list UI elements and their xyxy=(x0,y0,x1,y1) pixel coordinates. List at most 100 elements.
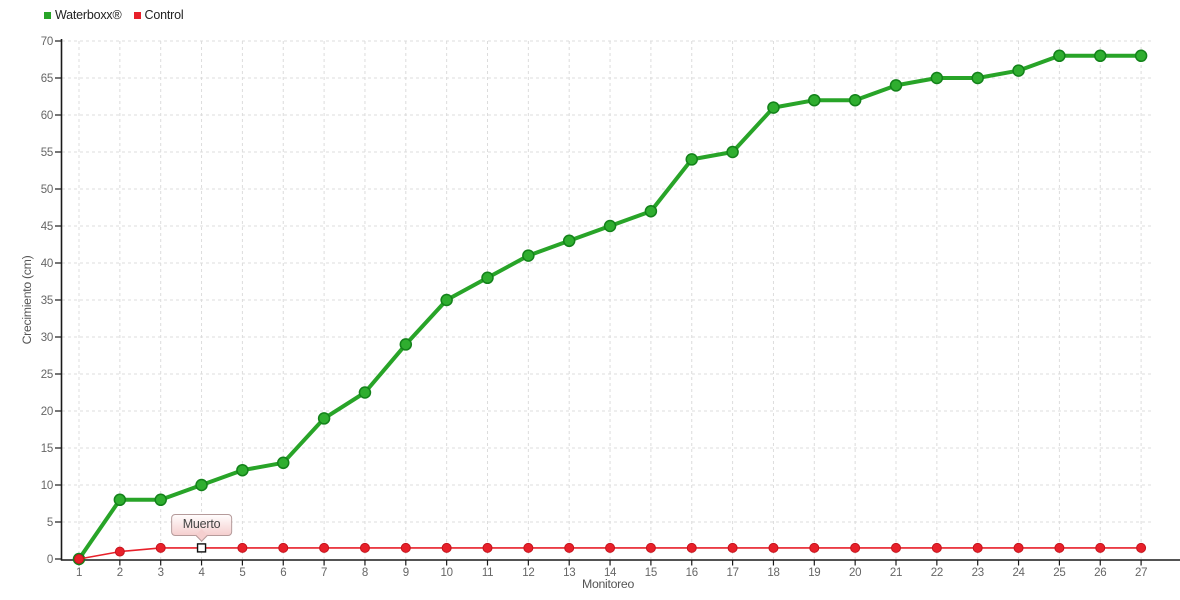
muerto-tooltip: Muerto xyxy=(170,514,233,536)
control-point-5[interactable] xyxy=(237,542,248,553)
y-tick-label-5: 5 xyxy=(47,517,53,529)
waterboxx-point-24[interactable] xyxy=(1012,64,1025,77)
control-point-8[interactable] xyxy=(359,542,370,553)
y-tick-label-10: 10 xyxy=(41,480,53,492)
x-tick-label-22: 22 xyxy=(931,567,943,579)
control-point-2[interactable] xyxy=(114,546,125,557)
y-tick-label-50: 50 xyxy=(41,184,53,196)
control-point-1[interactable] xyxy=(74,554,84,564)
y-tick-label-35: 35 xyxy=(41,295,53,307)
waterboxx-point-26[interactable] xyxy=(1094,49,1107,63)
control-point-3[interactable] xyxy=(155,542,166,553)
control-point-12[interactable] xyxy=(523,542,534,553)
x-tick-label-16: 16 xyxy=(686,567,698,579)
y-tick-label-25: 25 xyxy=(41,369,53,381)
waterboxx-point-11[interactable] xyxy=(481,271,494,285)
waterboxx-point-14[interactable] xyxy=(603,219,617,233)
x-tick-label-27: 27 xyxy=(1135,567,1147,579)
waterboxx-point-27[interactable] xyxy=(1134,49,1148,63)
control-point-21[interactable] xyxy=(891,542,901,553)
x-tick-label-10: 10 xyxy=(441,567,453,579)
waterboxx-point-4[interactable] xyxy=(195,478,208,492)
waterboxx-point-7[interactable] xyxy=(317,412,331,425)
y-tick-label-30: 30 xyxy=(41,332,53,344)
x-tick-label-11: 11 xyxy=(482,567,493,579)
x-tick-label-26: 26 xyxy=(1094,567,1106,579)
waterboxx-point-16[interactable] xyxy=(685,153,698,166)
control-point-20[interactable] xyxy=(850,542,861,553)
tooltip-label: Muerto xyxy=(182,517,221,531)
waterboxx-point-23[interactable] xyxy=(971,71,984,85)
control-point-7[interactable] xyxy=(319,542,330,553)
control-point-24[interactable] xyxy=(1013,542,1024,553)
y-tick-label-70: 70 xyxy=(41,36,53,48)
control-point-11[interactable] xyxy=(482,542,493,553)
x-axis-title: Monitoreo xyxy=(582,577,634,591)
waterboxx-point-10[interactable] xyxy=(440,293,453,307)
waterboxx-point-8[interactable] xyxy=(358,386,372,399)
y-tick-label-55: 55 xyxy=(41,147,53,159)
control-point-26[interactable] xyxy=(1095,542,1106,553)
x-tick-label-4: 4 xyxy=(198,567,205,579)
y-axis-title: Crecimiento (cm) xyxy=(20,255,34,344)
control-point-10[interactable] xyxy=(441,542,452,553)
waterboxx-point-22[interactable] xyxy=(930,71,944,85)
x-tick-label-24: 24 xyxy=(1012,567,1025,579)
waterboxx-swatch-icon xyxy=(44,11,51,19)
waterboxx-point-2[interactable] xyxy=(113,493,127,507)
x-tick-label-9: 9 xyxy=(403,567,409,579)
control-point-18[interactable] xyxy=(768,542,779,553)
x-tick-label-14: 14 xyxy=(604,567,617,579)
waterboxx-point-3[interactable] xyxy=(154,493,167,507)
x-tick-label-5: 5 xyxy=(239,567,245,579)
control-point-22[interactable] xyxy=(931,542,942,553)
control-swatch-icon xyxy=(133,11,141,19)
x-tick-label-25: 25 xyxy=(1053,567,1065,579)
y-tick-label-40: 40 xyxy=(41,258,53,270)
y-tick-label-65: 65 xyxy=(41,73,53,85)
control-point-23[interactable] xyxy=(972,542,983,553)
x-tick-label-12: 12 xyxy=(522,567,534,579)
legend-item-control[interactable]: Control xyxy=(133,8,184,22)
x-tick-label-21: 21 xyxy=(890,567,902,579)
waterboxx-point-25[interactable] xyxy=(1053,49,1066,63)
x-tick-label-1: 1 xyxy=(76,567,82,579)
control-point-17[interactable] xyxy=(727,542,738,553)
x-tick-label-17: 17 xyxy=(726,567,738,579)
x-tick-label-19: 19 xyxy=(808,567,820,579)
control-point-25[interactable] xyxy=(1054,542,1065,553)
waterboxx-point-5[interactable] xyxy=(236,463,249,477)
waterboxx-point-13[interactable] xyxy=(562,234,576,248)
control-point-27[interactable] xyxy=(1136,542,1147,553)
waterboxx-point-6[interactable] xyxy=(277,456,290,470)
annotation-marker-4[interactable] xyxy=(196,543,207,553)
x-tick-label-15: 15 xyxy=(645,567,657,579)
waterboxx-point-20[interactable] xyxy=(848,93,862,107)
x-tick-label-3: 3 xyxy=(158,567,164,579)
y-tick-label-20: 20 xyxy=(41,406,53,418)
legend-item-waterboxx[interactable]: Waterboxx® xyxy=(44,8,122,22)
control-point-13[interactable] xyxy=(564,542,575,553)
waterboxx-point-18[interactable] xyxy=(767,101,780,114)
x-tick-label-2: 2 xyxy=(117,567,123,579)
control-point-9[interactable] xyxy=(400,542,411,553)
control-point-14[interactable] xyxy=(605,542,616,553)
waterboxx-point-21[interactable] xyxy=(889,79,903,92)
waterboxx-point-9[interactable] xyxy=(399,338,413,351)
x-tick-label-6: 6 xyxy=(280,567,286,579)
legend-label-waterboxx: Waterboxx® xyxy=(55,8,122,22)
waterboxx-point-17[interactable] xyxy=(726,145,739,159)
control-point-16[interactable] xyxy=(686,542,697,553)
waterboxx-point-15[interactable] xyxy=(644,204,658,218)
chart-legend: Waterboxx® Control xyxy=(44,8,184,22)
control-point-6[interactable] xyxy=(278,542,289,553)
waterboxx-point-12[interactable] xyxy=(522,249,535,262)
x-tick-label-23: 23 xyxy=(972,567,984,579)
y-tick-label-15: 15 xyxy=(41,443,53,455)
control-point-15[interactable] xyxy=(645,542,656,553)
legend-label-control: Control xyxy=(144,8,184,22)
control-point-19[interactable] xyxy=(809,542,820,553)
waterboxx-point-19[interactable] xyxy=(808,93,821,107)
